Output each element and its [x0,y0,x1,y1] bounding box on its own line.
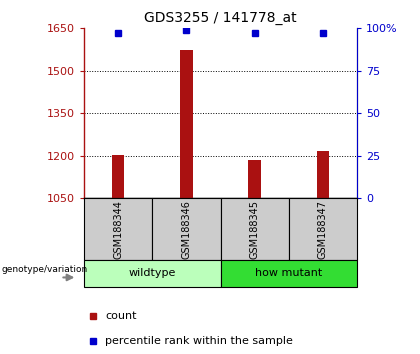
FancyBboxPatch shape [220,260,357,287]
Text: GSM188345: GSM188345 [249,200,260,259]
Bar [180,50,192,198]
Text: count: count [105,311,136,321]
Text: how mutant: how mutant [255,268,323,279]
FancyBboxPatch shape [84,260,220,287]
Title: GDS3255 / 141778_at: GDS3255 / 141778_at [144,11,297,24]
Bar [112,155,124,198]
Bar [249,160,261,198]
FancyBboxPatch shape [289,198,357,260]
Text: percentile rank within the sample: percentile rank within the sample [105,336,293,346]
Text: GSM188346: GSM188346 [181,200,192,259]
FancyBboxPatch shape [152,198,221,260]
Bar [317,151,329,198]
Text: wildtype: wildtype [129,268,176,279]
FancyBboxPatch shape [84,198,152,260]
Text: GSM188344: GSM188344 [113,200,123,259]
FancyBboxPatch shape [220,198,289,260]
Text: genotype/variation: genotype/variation [2,265,88,274]
Text: GSM188347: GSM188347 [318,200,328,259]
